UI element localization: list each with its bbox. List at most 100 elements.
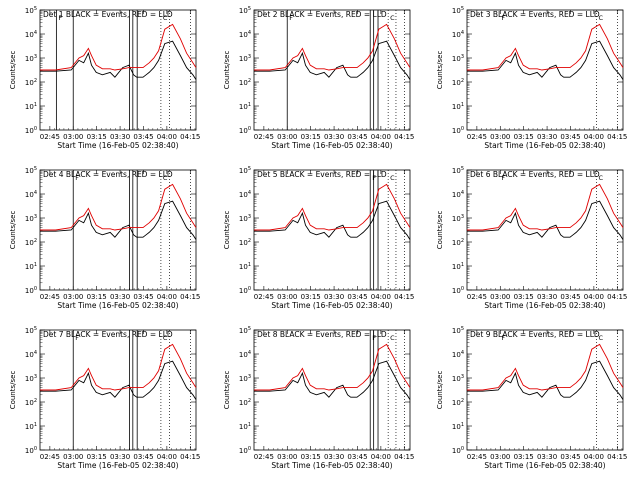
axes-frame bbox=[466, 329, 624, 451]
x-tick-label: 03:30 bbox=[110, 453, 130, 461]
y-tick-label: 104 bbox=[25, 30, 37, 39]
marker-label: C bbox=[163, 334, 168, 342]
x-tick-label: 04:00 bbox=[157, 453, 177, 461]
y-tick-label: 101 bbox=[25, 102, 37, 111]
y-axis-label: Counts/sec bbox=[9, 211, 17, 250]
x-tick-label: 02:45 bbox=[40, 453, 60, 461]
x-tick-label: 03:30 bbox=[110, 133, 130, 141]
marker-label: F bbox=[501, 14, 505, 22]
y-tick-label: 103 bbox=[452, 54, 464, 63]
y-tick-label: 102 bbox=[452, 398, 464, 407]
y-tick-label: 102 bbox=[25, 78, 37, 87]
x-tick-label: 03:00 bbox=[63, 133, 83, 141]
x-tick-label: 03:00 bbox=[490, 453, 510, 461]
x-tick-label: 03:30 bbox=[324, 293, 344, 301]
y-tick-label: 105 bbox=[452, 6, 464, 15]
x-tick-label: 04:15 bbox=[394, 133, 414, 141]
series-line-events bbox=[254, 200, 411, 240]
y-tick-label: 100 bbox=[239, 126, 251, 135]
x-tick-label: 04:15 bbox=[180, 293, 200, 301]
x-tick-label: 03:00 bbox=[277, 293, 297, 301]
y-tick-label: 101 bbox=[25, 262, 37, 271]
x-tick-label: 04:15 bbox=[394, 293, 414, 301]
y-tick-label: 104 bbox=[239, 350, 251, 359]
axes-frame bbox=[466, 9, 624, 131]
x-tick-label: 03:45 bbox=[347, 133, 367, 141]
marker-label: C bbox=[598, 14, 603, 22]
series-line-events bbox=[40, 360, 197, 400]
marker-label: F bbox=[372, 174, 376, 182]
x-axis-label: Start Time (16-Feb-05 02:38:40) bbox=[484, 141, 605, 150]
series-line-lld bbox=[254, 343, 411, 391]
x-tick-label: 04:15 bbox=[180, 133, 200, 141]
x-tick-label: 03:30 bbox=[324, 453, 344, 461]
y-tick-label: 101 bbox=[452, 262, 464, 271]
y-tick-label: 103 bbox=[25, 374, 37, 383]
marker-label: C bbox=[390, 174, 395, 182]
series-line-lld bbox=[40, 23, 197, 71]
x-tick-label: 03:45 bbox=[560, 293, 580, 301]
y-tick-label: 104 bbox=[452, 190, 464, 199]
panel-title: Det 3 BLACK = Events, RED = LLD bbox=[470, 10, 600, 19]
y-tick-label: 105 bbox=[25, 6, 37, 15]
series-line-lld bbox=[467, 183, 624, 231]
marker-label: C bbox=[390, 334, 395, 342]
y-tick-label: 103 bbox=[239, 374, 251, 383]
y-axis-label: Counts/sec bbox=[223, 51, 231, 90]
y-tick-label: 100 bbox=[452, 286, 464, 295]
series-line-events bbox=[254, 360, 411, 400]
x-tick-label: 03:30 bbox=[110, 293, 130, 301]
x-tick-label: 03:00 bbox=[490, 133, 510, 141]
x-axis-label: Start Time (16-Feb-05 02:38:40) bbox=[484, 301, 605, 310]
x-tick-label: 03:15 bbox=[514, 133, 534, 141]
series-line-lld bbox=[467, 23, 624, 71]
x-tick-label: 04:00 bbox=[157, 133, 177, 141]
y-tick-label: 104 bbox=[452, 350, 464, 359]
x-axis-label: Start Time (16-Feb-05 02:38:40) bbox=[57, 301, 178, 310]
marker-label: F bbox=[501, 174, 505, 182]
axes-frame bbox=[253, 329, 411, 451]
x-tick-label: 03:45 bbox=[347, 453, 367, 461]
x-tick-label: 03:45 bbox=[560, 453, 580, 461]
panel-det-3: Det 3 BLACK = Events, RED = LLD 100 101 102… bbox=[436, 6, 627, 150]
y-tick-label: 104 bbox=[25, 350, 37, 359]
y-tick-label: 103 bbox=[452, 374, 464, 383]
y-tick-label: 102 bbox=[239, 398, 251, 407]
x-tick-label: 02:45 bbox=[467, 133, 487, 141]
series-line-lld bbox=[467, 343, 624, 391]
y-axis-label: Counts/sec bbox=[223, 371, 231, 410]
panel-title: Det 2 BLACK = Events, RED = LLD bbox=[257, 10, 387, 19]
x-tick-label: 04:00 bbox=[584, 133, 604, 141]
y-tick-label: 103 bbox=[239, 214, 251, 223]
series-line-lld bbox=[40, 343, 197, 391]
x-tick-label: 03:15 bbox=[514, 453, 534, 461]
x-tick-label: 04:15 bbox=[180, 453, 200, 461]
y-tick-label: 102 bbox=[25, 238, 37, 247]
y-tick-label: 101 bbox=[452, 102, 464, 111]
x-tick-label: 03:45 bbox=[133, 453, 153, 461]
y-tick-label: 102 bbox=[239, 238, 251, 247]
x-tick-label: 02:45 bbox=[467, 293, 487, 301]
marker-label: F bbox=[372, 334, 376, 342]
y-tick-label: 103 bbox=[452, 214, 464, 223]
y-tick-label: 100 bbox=[25, 126, 37, 135]
y-tick-label: 103 bbox=[25, 54, 37, 63]
marker-label: C bbox=[163, 174, 168, 182]
x-tick-label: 03:00 bbox=[63, 453, 83, 461]
axes-frame bbox=[39, 9, 197, 131]
series-line-lld bbox=[254, 23, 411, 71]
y-axis-label: Counts/sec bbox=[436, 51, 444, 90]
x-axis-label: Start Time (16-Feb-05 02:38:40) bbox=[271, 141, 392, 150]
marker-label: F bbox=[501, 334, 505, 342]
y-tick-label: 101 bbox=[239, 102, 251, 111]
x-tick-label: 02:45 bbox=[254, 133, 274, 141]
panel-title: Det 6 BLACK = Events, RED = LLD bbox=[470, 170, 600, 179]
panel-title: Det 9 BLACK = Events, RED = LLD bbox=[470, 330, 600, 339]
x-tick-label: 03:30 bbox=[537, 293, 557, 301]
x-tick-label: 04:15 bbox=[394, 453, 414, 461]
x-tick-label: 03:30 bbox=[537, 453, 557, 461]
x-tick-label: 04:00 bbox=[584, 293, 604, 301]
x-tick-label: 03:45 bbox=[560, 133, 580, 141]
x-tick-label: 02:45 bbox=[254, 453, 274, 461]
